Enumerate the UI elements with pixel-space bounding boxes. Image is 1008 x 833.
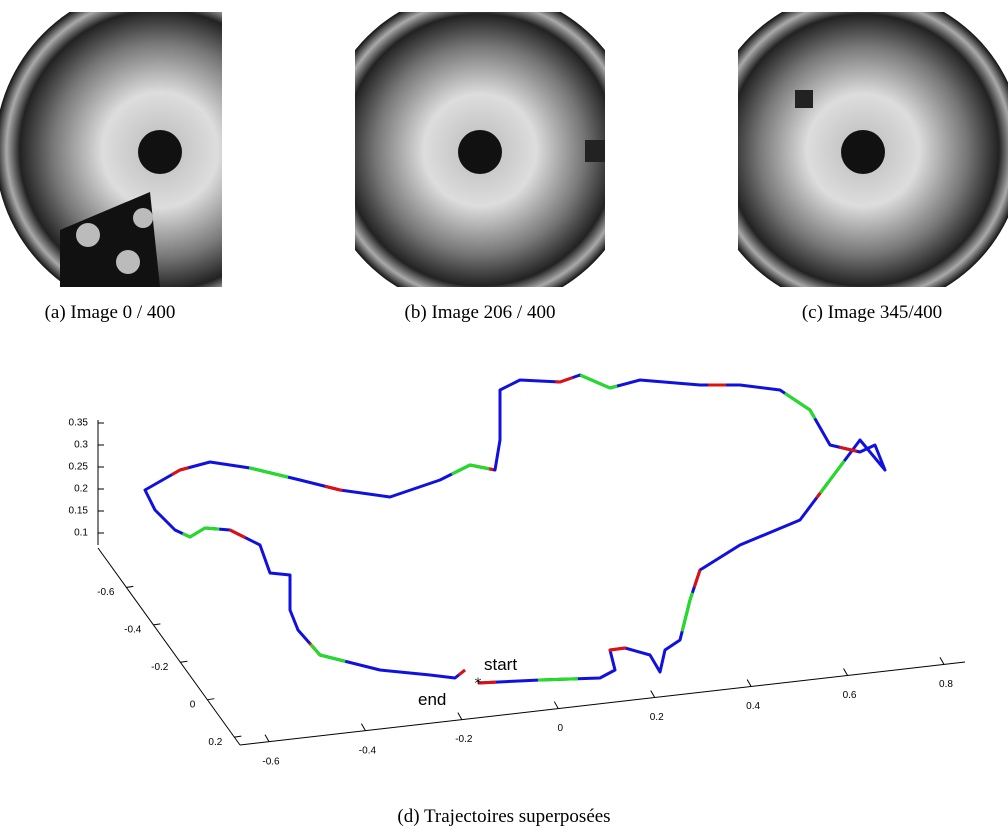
trajectory [143,373,887,685]
x-tick-label: 0.8 [939,679,953,690]
x-tick [746,679,752,687]
y-tick-label: 0.2 [208,737,222,748]
y-tick-label: 0 [190,699,196,710]
x-tick [843,668,848,676]
x-tick [360,723,366,731]
z-tick-label: 0.3 [74,440,88,451]
x-tick-label: -0.4 [359,745,377,756]
x-tick [939,657,945,665]
caption: (a) Image 0 / 400 [45,302,176,323]
y-tick-label: -0.2 [151,662,169,673]
axes [97,420,966,746]
x-tick-label: 0 [557,723,563,734]
y-tick [207,698,215,701]
x-tick [457,712,463,720]
caption: (c) Image 345/400 [802,302,942,323]
z-tick-label: 0.1 [74,528,88,539]
x-tick-label: 0.2 [650,712,664,723]
end-label: end [418,690,446,709]
y-tick-label: -0.4 [124,624,142,635]
x-tick-label: -0.6 [262,756,280,767]
x-tick-label: -0.2 [455,734,473,745]
trajectory-green [143,373,887,685]
caption: (b) Image 206 / 400 [405,302,556,323]
y-tick [126,585,134,588]
y-tick [153,623,161,626]
z-tick-label: 0.15 [69,506,89,517]
z-tick-label: 0.2 [74,484,88,495]
y-tick [234,735,242,738]
image-c [738,12,1008,287]
start-label: start [484,655,517,674]
x-tick [650,690,656,698]
x-tick-label: 0.6 [843,690,857,701]
start-marker: * [475,676,482,692]
x-tick-label: 0.4 [746,701,760,712]
x-tick [553,701,559,709]
trajectory-red [143,373,887,685]
z-tick-label: 0.25 [69,462,89,473]
y-tick [180,660,188,663]
y-tick-label: -0.6 [97,587,115,598]
caption: (d) Trajectoires superposées [397,806,610,827]
image-b [355,12,605,287]
z-tick-label: 0.35 [69,418,89,429]
image-a [0,12,222,287]
x-tick [264,734,270,742]
